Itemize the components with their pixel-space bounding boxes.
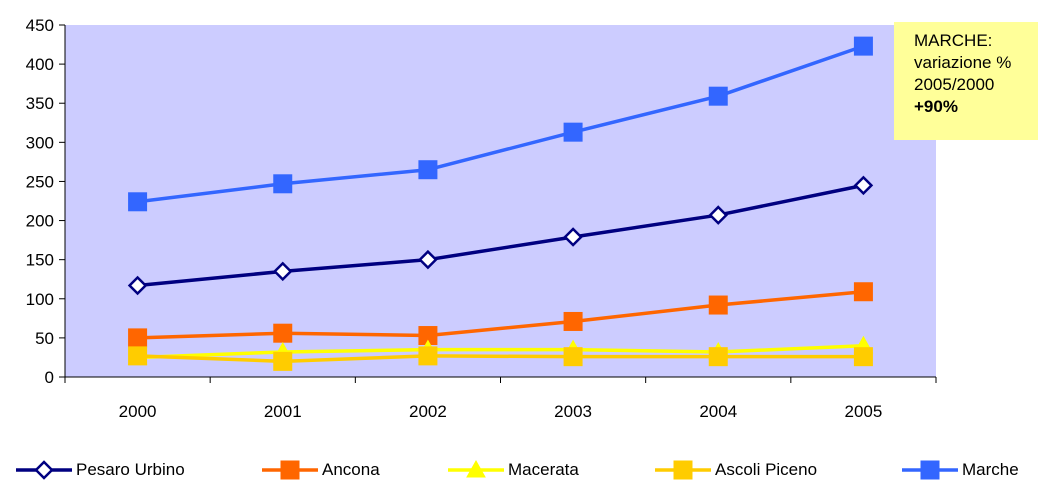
legend-symbol-macerata: [466, 459, 486, 478]
annotation-line-1: MARCHE:: [914, 31, 993, 50]
x-tick-label: 2003: [554, 402, 592, 421]
series-marche: [128, 36, 873, 212]
legend-marker-marche: [902, 460, 958, 480]
data-point-ancona: [273, 323, 293, 343]
legend-item-ancona: Ancona: [260, 457, 380, 483]
data-point-ascoli-piceno: [273, 351, 293, 371]
data-point-marche: [563, 122, 583, 142]
data-point-pesaro-urbino: [127, 275, 148, 296]
legend-marker-pesaro-urbino: [16, 460, 72, 480]
legend-symbol-ascoli-piceno: [673, 460, 693, 480]
data-point-pesaro-urbino: [418, 249, 438, 270]
data-point-ascoli-piceno: [418, 346, 438, 366]
legend-marker-ascoli-piceno: [655, 460, 711, 480]
legend-marker-macerata: [448, 459, 504, 478]
data-point-ascoli-piceno: [708, 347, 728, 367]
data-point-marche: [853, 36, 873, 56]
y-tick-label: 350: [26, 94, 54, 113]
data-point-pesaro-urbino: [708, 205, 729, 225]
x-tick-label: 2002: [409, 402, 447, 421]
legend-item-marche: Marche: [900, 457, 1019, 483]
legend-marker-ancona: [262, 460, 318, 480]
legend-label-pesaro-urbino: Pesaro Urbino: [76, 460, 185, 479]
data-point-pesaro-urbino: [272, 261, 293, 282]
y-tick-label: 0: [45, 368, 54, 387]
x-tick-label: 2005: [845, 402, 883, 421]
x-tick-label: 2000: [119, 402, 157, 421]
series-line-macerata: [137, 343, 864, 360]
data-point-marche: [273, 174, 293, 194]
series-line-ancona: [137, 289, 864, 340]
series-layer: [127, 36, 874, 371]
plot-area: [65, 25, 936, 377]
series-line-ascoli-piceno: [137, 354, 864, 364]
y-tick-label: 100: [26, 290, 54, 309]
data-point-marche: [708, 86, 728, 106]
x-tick-label: 2004: [699, 402, 737, 421]
y-axis: 0 50 100 150 200 250 300 350 400 450: [26, 16, 66, 387]
legend-symbol-marche: [920, 460, 940, 480]
data-point-ancona: [708, 295, 728, 315]
legend-item-pesaro-urbino: Pesaro Urbino: [14, 457, 185, 483]
legend-label-macerata: Macerata: [508, 460, 579, 479]
annotation-line-3: 2005/2000: [914, 75, 995, 94]
data-point-ancona: [563, 311, 583, 331]
data-point-ascoli-piceno: [853, 347, 873, 367]
y-tick-label: 250: [26, 172, 54, 191]
y-tick-label: 400: [26, 55, 54, 74]
x-tick-label: 2001: [264, 402, 302, 421]
data-point-ancona: [128, 328, 148, 348]
legend-symbol-ancona: [280, 460, 300, 480]
legend-symbol-pesaro-urbino: [34, 460, 54, 480]
series-ancona: [128, 282, 873, 348]
data-point-pesaro-urbino: [853, 175, 874, 196]
data-point-ancona: [853, 282, 873, 302]
y-tick-label: 50: [35, 329, 54, 348]
x-axis: 2000 2001 2002 2003 2004 2005: [64, 376, 937, 421]
data-point-pesaro-urbino: [563, 227, 583, 247]
series-line-marche: [137, 44, 864, 204]
legend-label-ancona: Ancona: [322, 460, 380, 479]
annotation-line-4: +90%: [914, 97, 958, 116]
annotation-line-2: variazione %: [914, 53, 1012, 72]
y-tick-label: 200: [26, 212, 54, 231]
legend-item-macerata: Macerata: [446, 457, 579, 483]
data-point-marche: [128, 192, 148, 212]
y-tick-label: 300: [26, 133, 54, 152]
legend-item-ascoli-piceno: Ascoli Piceno: [653, 457, 817, 483]
series-line-pesaro-urbino: [137, 183, 864, 288]
data-point-ascoli-piceno: [563, 347, 583, 367]
data-point-marche: [418, 160, 438, 180]
data-point-ascoli-piceno: [128, 346, 148, 366]
y-tick-label: 450: [26, 16, 54, 35]
legend-label-ascoli-piceno: Ascoli Piceno: [715, 460, 818, 479]
legend-label-marche: Marche: [962, 460, 1019, 479]
legend: Pesaro Urbino Ancona Macerata Ascoli Pic…: [0, 457, 1048, 483]
series-ascoli-piceno: [128, 346, 873, 371]
annotation-box: MARCHE: variazione % 2005/2000 +90%: [894, 22, 1038, 140]
y-tick-label: 150: [26, 251, 54, 270]
series-pesaro-urbino: [127, 175, 874, 296]
